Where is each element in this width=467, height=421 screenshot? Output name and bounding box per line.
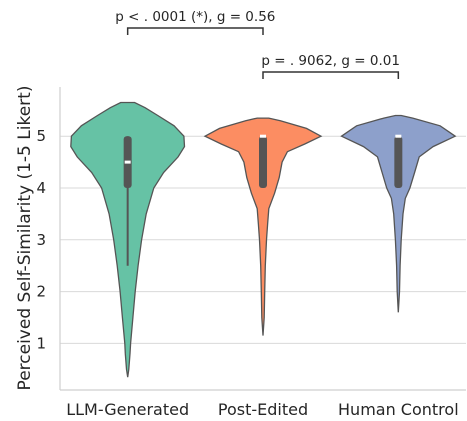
violin-layer xyxy=(70,101,457,378)
axis-layer: 1 2 3 4 5 LLM-Generated Post-Edited Human Contr… xyxy=(36,87,466,419)
y-tick-label-4: 4 xyxy=(36,179,46,197)
annotation-p-1: p < . 0001 (*), xyxy=(115,9,217,25)
y-tick-label-3: 3 xyxy=(36,231,46,249)
annotation-text-1: p < . 0001 (*), g = 0.56 xyxy=(115,9,275,25)
y-tick-label-2: 2 xyxy=(36,283,46,301)
x-tick-label-2: Post-Edited xyxy=(218,400,308,419)
annotation-p-2: p = . 9062, xyxy=(261,53,341,69)
y-axis-title: Perceived Self-Similarity (1-5 Likert) xyxy=(15,86,35,391)
annotation-g-2: g = 0.01 xyxy=(341,53,400,69)
annotation-layer: p < . 0001 (*), g = 0.56 p = . 9062, g = … xyxy=(115,9,400,79)
y-tick-label-5: 5 xyxy=(36,127,46,145)
violin-iqr-box-2 xyxy=(259,136,267,188)
y-tick-label-1: 1 xyxy=(36,334,46,352)
violin-iqr-box-3 xyxy=(394,136,403,188)
violin-median-2 xyxy=(260,134,266,138)
bracket-1 xyxy=(126,27,264,35)
annotation-g-1: g = 0.56 xyxy=(217,9,276,25)
violin-median-1 xyxy=(124,160,131,164)
annotation-text-2: p = . 9062, g = 0.01 xyxy=(261,53,400,69)
violin-body-3 xyxy=(340,114,457,313)
violin-median-3 xyxy=(395,134,402,138)
bracket-2 xyxy=(262,71,400,79)
x-tick-label-1: LLM-Generated xyxy=(66,400,189,419)
x-tick-label-3: Human Control xyxy=(338,400,459,419)
violin-body-2 xyxy=(203,117,323,336)
